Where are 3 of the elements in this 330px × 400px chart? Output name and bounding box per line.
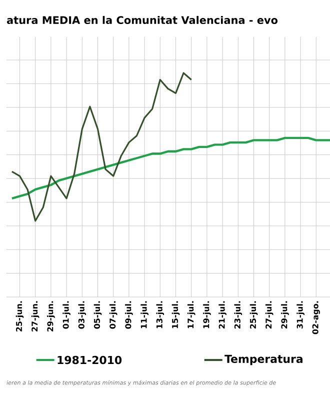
legend-label: Temperatura [224, 354, 302, 366]
chart-title: atura MEDIA en la Comunitat Valenciana - evo [6, 16, 278, 24]
legend-label: 1981-2010 [58, 356, 122, 364]
